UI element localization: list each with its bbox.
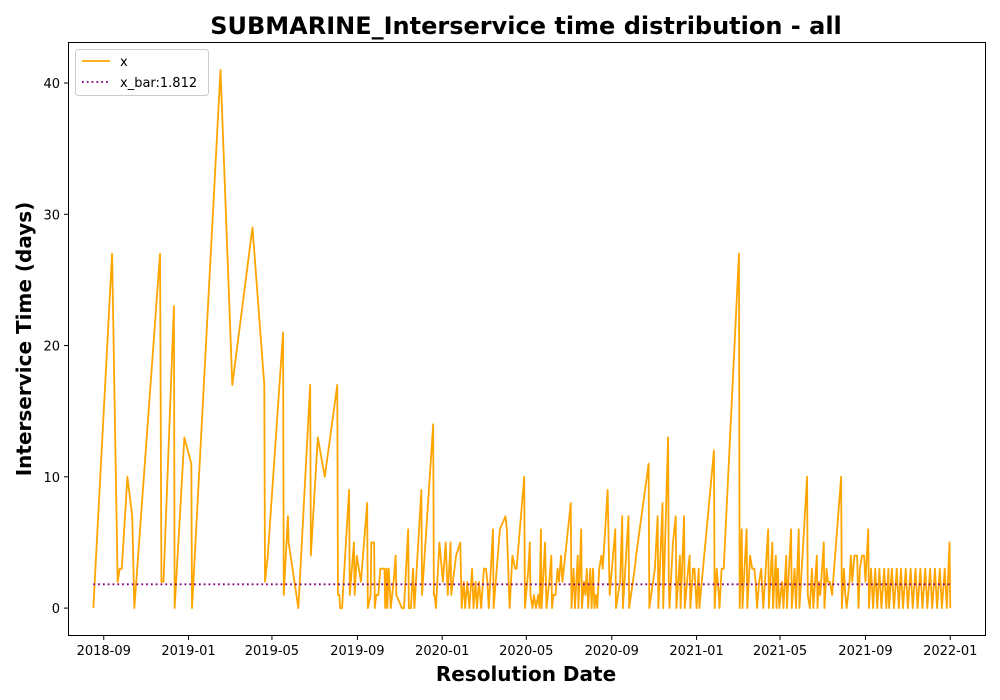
x-tick-label: 2019-09 bbox=[330, 644, 384, 659]
x-axis-label: Resolution Date bbox=[436, 662, 616, 686]
y-tick-label: 30 bbox=[43, 208, 60, 223]
x-tick-label: 2021-05 bbox=[753, 644, 807, 659]
x-tick-label: 2020-05 bbox=[499, 644, 553, 659]
y-tick-label: 0 bbox=[52, 602, 60, 617]
y-tick-label: 40 bbox=[43, 77, 60, 92]
y-tick-label: 10 bbox=[43, 471, 60, 486]
x-tick-label: 2020-01 bbox=[415, 644, 469, 659]
y-tick-label: 20 bbox=[43, 340, 60, 355]
x-tick-label: 2019-01 bbox=[161, 644, 215, 659]
legend-label-x: x bbox=[120, 55, 128, 70]
legend: x x_bar:1.812 bbox=[75, 49, 209, 96]
x-tick-label: 2022-01 bbox=[923, 644, 977, 659]
y-axis-label: Interservice Time (days) bbox=[12, 202, 36, 477]
series-line-x bbox=[92, 69, 952, 609]
x-tick-label: 2018-09 bbox=[77, 644, 131, 659]
x-tick-label: 2020-09 bbox=[585, 644, 639, 659]
x-tick-label: 2019-05 bbox=[245, 644, 299, 659]
legend-label-x-bar: x_bar:1.812 bbox=[120, 76, 197, 91]
chart-title: SUBMARINE_Interservice time distribution… bbox=[210, 12, 842, 40]
y-axis: 0 10 20 30 40 bbox=[43, 77, 69, 617]
x-tick-label: 2021-01 bbox=[669, 644, 723, 659]
x-tick-label: 2021-09 bbox=[838, 644, 892, 659]
x-axis: 2018-09 2019-01 2019-05 2019-09 2020-01 2020-… bbox=[77, 635, 977, 659]
plot-content bbox=[92, 69, 952, 609]
plot-frame bbox=[68, 42, 986, 636]
